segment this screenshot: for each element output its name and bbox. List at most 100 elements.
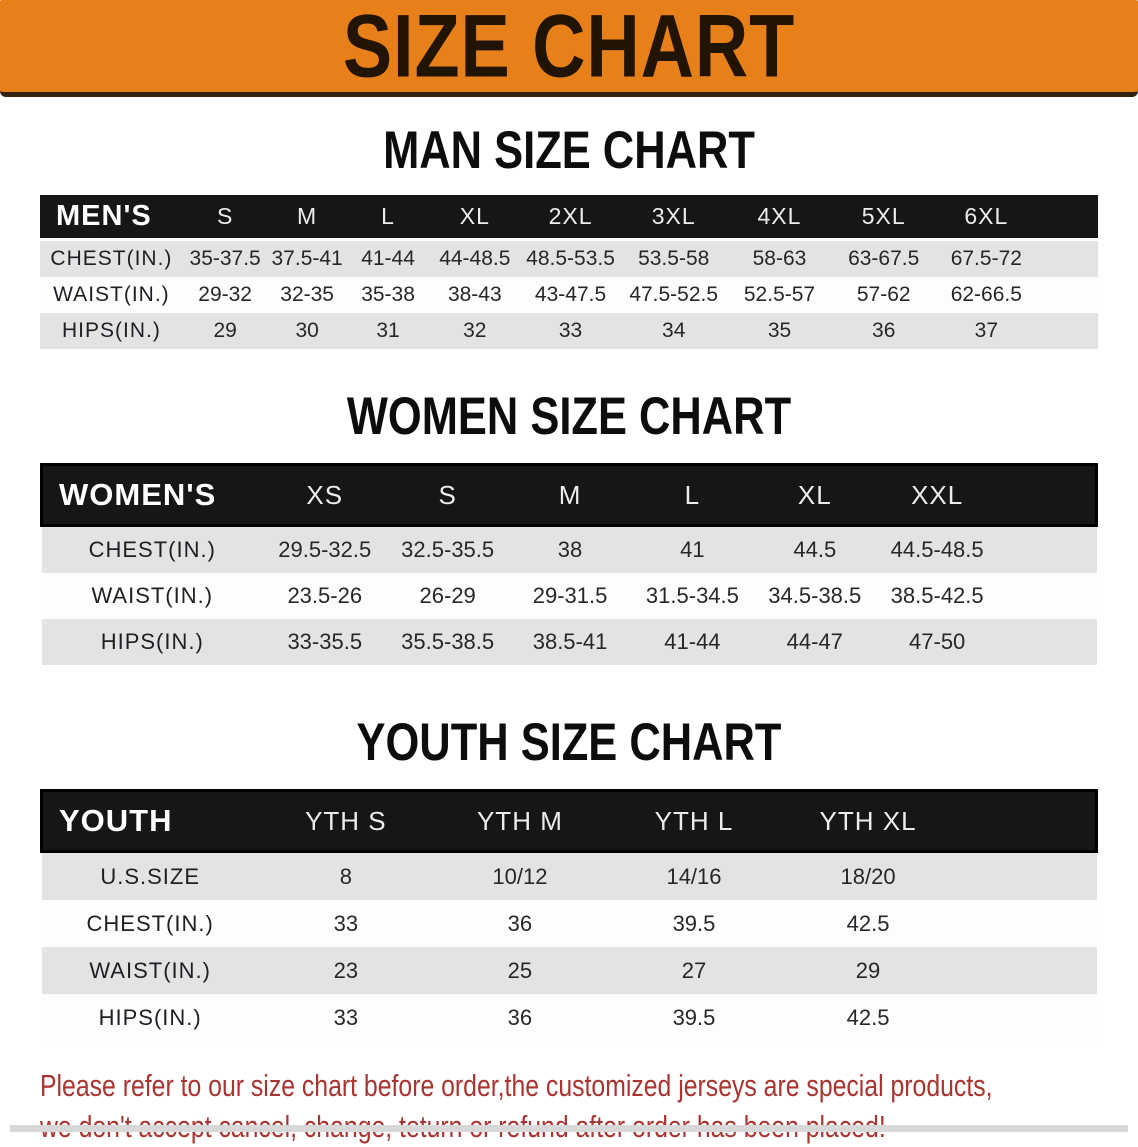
row-label: WAIST(IN.)	[53, 283, 170, 306]
size-value: 57-62	[856, 283, 911, 306]
youth-col-head-3: YTH XL	[781, 790, 956, 852]
size-value: 27	[681, 957, 707, 983]
size-value: 37.5-41	[271, 247, 343, 270]
size-value: 36	[507, 1004, 533, 1030]
row-label: WAIST(IN.)	[89, 957, 211, 983]
women-table-body: CHEST(IN.) 29.5-32.5 32.5-35.5 38 41 44.5 44.5…	[41, 525, 1097, 665]
size-value: 29-32	[198, 283, 252, 306]
size-value: 33	[333, 910, 359, 936]
size-value: 8	[339, 863, 352, 889]
women-group-label: WOMEN'S	[41, 464, 264, 526]
size-value: 44-47	[786, 629, 843, 654]
size-value: 35-37.5	[189, 247, 261, 270]
youth-row-0: U.S.SIZE 8 10/12 14/16 18/20	[41, 851, 1097, 900]
size-value: 41-44	[361, 247, 415, 270]
men-row-0: CHEST(IN.) 35-37.5 37.5-41 41-44 44-48.5 48.5…	[40, 239, 1098, 277]
women-col-head-filler	[998, 464, 1097, 526]
size-value: 29-31.5	[532, 583, 608, 608]
men-table-body: CHEST(IN.) 35-37.5 37.5-41 41-44 44-48.5 48.5…	[40, 239, 1098, 349]
filler-cell	[998, 526, 1096, 574]
men-col-head-5: 3XL	[620, 195, 727, 240]
youth-size-section: YOUTH SIZE CHART YOUTH YTH S YTH M YTH L YTH…	[0, 715, 1138, 1041]
disclaimer-line-1: Please refer to our size chart before or…	[40, 1068, 993, 1103]
men-col-head-2: L	[346, 195, 430, 240]
size-value: 26-29	[419, 583, 476, 608]
youth-col-head-2: YTH L	[606, 790, 782, 852]
size-value: 25	[507, 957, 533, 983]
women-header-row: WOMEN'S XS S M L XL XXL	[41, 464, 1097, 526]
filler-cell	[955, 900, 1096, 947]
men-header-row: MEN'S S M L XL 2XL 3XL 4XL 5XL 6XL	[40, 195, 1098, 240]
women-col-head-5: XXL	[875, 464, 999, 526]
youth-row-1: CHEST(IN.) 33 36 39.5 42.5	[41, 900, 1097, 947]
size-value: 34.5-38.5	[768, 583, 862, 608]
men-col-head-7: 5XL	[832, 195, 936, 240]
size-value: 31	[376, 319, 400, 342]
size-value: 32-35	[280, 283, 334, 306]
size-value: 39.5	[672, 1004, 716, 1030]
size-value: 33	[558, 319, 583, 342]
disclaimer: Please refer to our size chart before or…	[40, 1065, 1138, 1147]
size-value: 33-35.5	[287, 629, 363, 654]
men-col-head-4: 2XL	[520, 195, 621, 240]
men-size-section: MAN SIZE CHART MEN'S S M L XL 2XL 3XL 4XL 5XL 6XL…	[0, 123, 1138, 349]
size-value: 38.5-41	[532, 629, 608, 654]
size-value: 32.5-35.5	[401, 537, 495, 562]
women-size-table: WOMEN'S XS S M L XL XXL CHEST(IN.) 29.5-32.5 32.…	[40, 463, 1098, 665]
youth-section-title: YOUTH SIZE CHART	[356, 713, 782, 772]
filler-cell	[998, 619, 1096, 665]
men-col-head-8: 6XL	[935, 195, 1038, 240]
size-value: 41-44	[664, 629, 721, 654]
women-col-head-4: XL	[753, 464, 876, 526]
size-value: 53.5-58	[638, 247, 710, 270]
size-value: 67.5-72	[950, 247, 1022, 270]
women-row-2: HIPS(IN.) 33-35.5 35.5-38.5 38.5-41 41-44 44-…	[41, 619, 1097, 665]
youth-col-head-0: YTH S	[258, 790, 433, 852]
row-label: HIPS(IN.)	[98, 1004, 202, 1030]
row-label: CHEST(IN.)	[86, 910, 214, 936]
size-value: 44.5	[793, 537, 837, 562]
women-col-head-0: XS	[263, 464, 387, 526]
youth-group-label: YOUTH	[41, 790, 259, 852]
size-value: 48.5-53.5	[526, 247, 615, 270]
size-value: 43-47.5	[534, 283, 607, 306]
bottom-edge-strip	[10, 1125, 1128, 1132]
women-col-head-1: S	[386, 464, 509, 526]
size-value: 38-43	[447, 283, 502, 306]
men-col-head-1: M	[267, 195, 347, 240]
size-value: 42.5	[846, 1004, 890, 1030]
youth-table-header: YOUTH YTH S YTH M YTH L YTH XL	[41, 790, 1097, 852]
men-size-table: MEN'S S M L XL 2XL 3XL 4XL 5XL 6XL CHEST(IN.) 35-3…	[40, 195, 1098, 349]
size-value: 29	[855, 957, 881, 983]
row-label: CHEST(IN.)	[88, 537, 216, 562]
men-col-head-6: 4XL	[726, 195, 833, 240]
size-value: 32	[463, 319, 487, 342]
youth-header-row: YOUTH YTH S YTH M YTH L YTH XL	[41, 790, 1097, 852]
size-value: 47-50	[909, 629, 966, 654]
row-label: U.S.SIZE	[100, 863, 200, 889]
size-value: 52.5-57	[743, 283, 816, 306]
size-value: 18/20	[840, 863, 896, 889]
men-row-1: WAIST(IN.) 29-32 32-35 35-38 38-43 43-47.5 47.…	[40, 277, 1098, 313]
row-label: WAIST(IN.)	[91, 583, 214, 608]
women-section-title: WOMEN SIZE CHART	[346, 387, 792, 446]
women-row-1: WAIST(IN.) 23.5-26 26-29 29-31.5 31.5-34.5 34…	[41, 573, 1097, 619]
banner-title: SIZE CHART	[342, 0, 796, 96]
filler-cell	[998, 573, 1096, 619]
size-value: 39.5	[672, 910, 716, 936]
filler-cell	[955, 994, 1096, 1041]
size-value: 29.5-32.5	[278, 537, 372, 562]
size-value: 44-48.5	[439, 247, 511, 270]
size-value: 62-66.5	[950, 283, 1022, 306]
youth-col-head-filler	[955, 790, 1097, 852]
size-value: 63-67.5	[848, 247, 920, 270]
men-section-title: MAN SIZE CHART	[383, 121, 755, 180]
youth-size-table: YOUTH YTH S YTH M YTH L YTH XL U.S.SIZE 8 10/1…	[40, 789, 1098, 1041]
men-col-head-3: XL	[429, 195, 521, 240]
size-value: 29	[213, 319, 237, 342]
women-size-section: WOMEN SIZE CHART WOMEN'S XS S M L XL XXL CHEST…	[0, 389, 1138, 665]
size-value: 35	[767, 319, 792, 342]
youth-table-body: U.S.SIZE 8 10/12 14/16 18/20 CHEST(IN.) 33 36 39…	[41, 851, 1097, 1041]
men-group-label: MEN'S	[40, 195, 183, 240]
youth-row-3: HIPS(IN.) 33 36 39.5 42.5	[41, 994, 1097, 1041]
